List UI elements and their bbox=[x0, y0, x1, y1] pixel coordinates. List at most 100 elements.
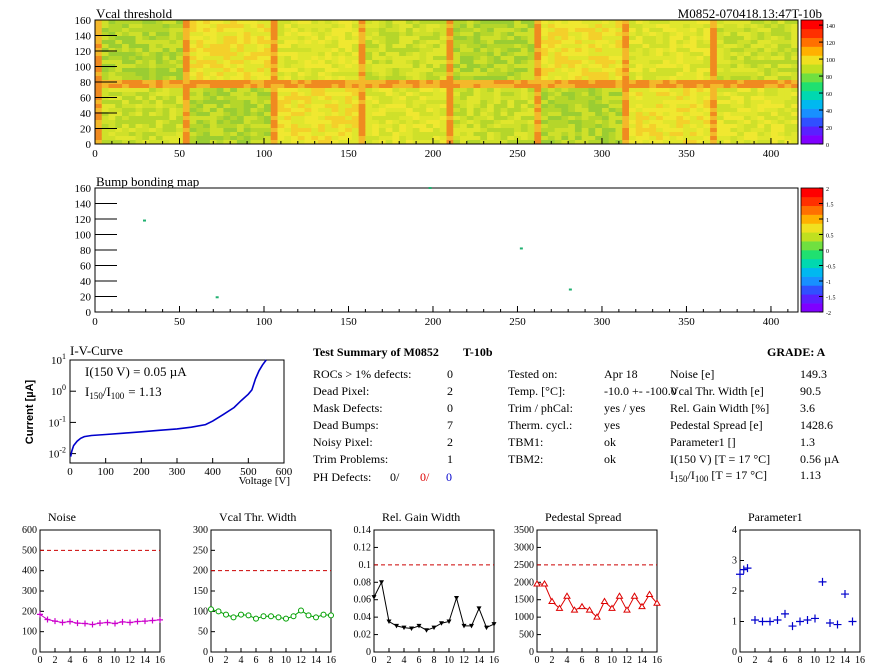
vcal-heatmap-cell bbox=[135, 36, 143, 41]
vcal-heatmap-cell bbox=[662, 40, 670, 45]
vcal-heatmap-cell bbox=[466, 24, 474, 29]
vcal-heatmap-cell bbox=[385, 128, 393, 133]
vcal-heatmap-cell bbox=[581, 80, 589, 85]
vcal-heatmap-cell bbox=[216, 64, 224, 69]
vcal-heatmap-cell bbox=[128, 84, 136, 89]
vcal-heatmap-cell bbox=[345, 52, 353, 57]
vcal-heatmap-cell bbox=[324, 140, 332, 145]
small-plot-frame bbox=[536, 529, 658, 653]
vcal-heatmap-cell bbox=[176, 68, 184, 73]
vcal-heatmap-cell bbox=[568, 124, 576, 129]
vcal-heatmap-cell bbox=[757, 88, 765, 93]
vcal-heatmap-cell bbox=[554, 124, 562, 129]
vcal-heatmap-cell bbox=[216, 40, 224, 45]
vcal-heatmap-cell bbox=[162, 44, 170, 49]
vcal-heatmap-cell bbox=[615, 28, 623, 33]
vcal-heatmap-cell bbox=[304, 52, 312, 57]
vcal-heatmap-cell bbox=[385, 32, 393, 37]
vcal-heatmap-cell bbox=[311, 136, 319, 141]
vcal-heatmap-cell bbox=[669, 108, 677, 113]
vcal-heatmap-cell bbox=[149, 108, 157, 113]
vcal-heatmap-cell bbox=[784, 84, 792, 89]
vcal-heatmap-cell bbox=[284, 96, 292, 101]
vcal-heatmap-cell bbox=[405, 112, 414, 117]
vcal-heatmap-cell bbox=[642, 48, 650, 53]
vcal-heatmap-cell bbox=[541, 76, 549, 81]
vcal-heatmap-cell bbox=[507, 116, 515, 121]
vcal-heatmap-cell bbox=[432, 140, 441, 145]
vcal-heatmap-cell bbox=[791, 128, 799, 133]
vcal-heatmap-cell bbox=[507, 72, 515, 77]
vcal-heatmap-cell bbox=[155, 44, 163, 49]
vcal-heatmap-cell bbox=[284, 60, 292, 65]
vcal-heatmap-cell bbox=[257, 96, 265, 101]
vcal-heatmap-cell bbox=[405, 120, 414, 125]
vcal-heatmap-cell bbox=[520, 44, 529, 49]
vcal-heatmap-cell bbox=[176, 76, 184, 81]
vcal-heatmap-cell bbox=[676, 40, 684, 45]
vcal-heatmap-cell bbox=[554, 120, 562, 125]
vcal-heatmap-cell bbox=[115, 72, 123, 77]
vcal-heatmap-cell bbox=[162, 56, 170, 61]
x-tick-label: 250 bbox=[509, 148, 526, 160]
vcal-heatmap-cell bbox=[520, 52, 529, 57]
vcal-heatmap-cell bbox=[642, 124, 650, 129]
vcal-heatmap-cell bbox=[635, 32, 643, 37]
vcal-heatmap-cell bbox=[162, 92, 170, 97]
vcal-heatmap-cell bbox=[764, 52, 772, 57]
vcal-heatmap-cell bbox=[507, 56, 515, 61]
vcal-heatmap-cell bbox=[514, 132, 522, 137]
vcal-heatmap-cell bbox=[480, 40, 488, 45]
vcal-heatmap-cell bbox=[203, 100, 211, 105]
small-x-tick-label: 16 bbox=[155, 655, 165, 666]
vcal-heatmap-cell bbox=[568, 84, 576, 89]
vcal-heatmap-cell bbox=[263, 64, 272, 69]
vcal-heatmap-cell bbox=[601, 44, 610, 49]
vcal-heatmap-cell bbox=[683, 76, 691, 81]
vcal-heatmap-cell bbox=[487, 56, 495, 61]
y-tick-label: 160 bbox=[75, 15, 92, 27]
vcal-heatmap-cell bbox=[676, 52, 684, 57]
vcal-heatmap-cell bbox=[588, 140, 596, 145]
vcal-heatmap-cell bbox=[473, 120, 481, 125]
vcal-heatmap-cell bbox=[500, 80, 508, 85]
vcal-heatmap-cell bbox=[203, 140, 211, 145]
y-tick-label: 20 bbox=[80, 124, 92, 136]
vcal-heatmap-cell bbox=[155, 92, 163, 97]
vcal-heatmap-cell bbox=[662, 116, 670, 121]
small-plot-point bbox=[833, 620, 842, 629]
vcal-heatmap-cell bbox=[568, 36, 576, 41]
vcal-heatmap-cell bbox=[243, 44, 251, 49]
vcal-heatmap-cell bbox=[203, 60, 211, 65]
vcal-heatmap-cell bbox=[683, 100, 691, 105]
vcal-heatmap-cell bbox=[588, 100, 596, 105]
vcal-heatmap-cell bbox=[629, 52, 637, 57]
vcal-heatmap-cell bbox=[534, 92, 542, 97]
vcal-heatmap-cell bbox=[291, 24, 299, 29]
vcal-heatmap-cell bbox=[230, 32, 238, 37]
vcal-heatmap-cell bbox=[331, 120, 339, 125]
vcal-heatmap-cell bbox=[716, 36, 725, 41]
vcal-heatmap-cell bbox=[527, 124, 535, 129]
vcal-heatmap-cell bbox=[392, 44, 400, 49]
vcal-heatmap-cell bbox=[764, 140, 772, 145]
vcal-heatmap-cell bbox=[115, 128, 123, 133]
vcal-heatmap-cell bbox=[162, 116, 170, 121]
vcal-heatmap-cell bbox=[541, 52, 549, 57]
vcal-heatmap-cell bbox=[196, 64, 204, 69]
vcal-heatmap-cell bbox=[588, 76, 596, 81]
vcal-heatmap-cell bbox=[743, 20, 752, 25]
vcal-heatmap-cell bbox=[182, 84, 191, 89]
vcal-heatmap-cell bbox=[236, 80, 245, 85]
vcal-heatmap-cell bbox=[223, 128, 231, 133]
vcal-heatmap-cell bbox=[351, 68, 360, 73]
vcal-heatmap-cell bbox=[473, 52, 481, 57]
vcal-heatmap-cell bbox=[493, 112, 501, 117]
vcal-heatmap-cell bbox=[297, 28, 305, 33]
vcal-heatmap-cell bbox=[378, 28, 387, 33]
vcal-heatmap-cell bbox=[514, 24, 522, 29]
summary-right-label: Rel. Gain Width [%] bbox=[670, 401, 769, 415]
vcal-heatmap-cell bbox=[615, 100, 623, 105]
vcal-heatmap-cell bbox=[561, 24, 569, 29]
vcal-heatmap-cell bbox=[209, 60, 218, 65]
